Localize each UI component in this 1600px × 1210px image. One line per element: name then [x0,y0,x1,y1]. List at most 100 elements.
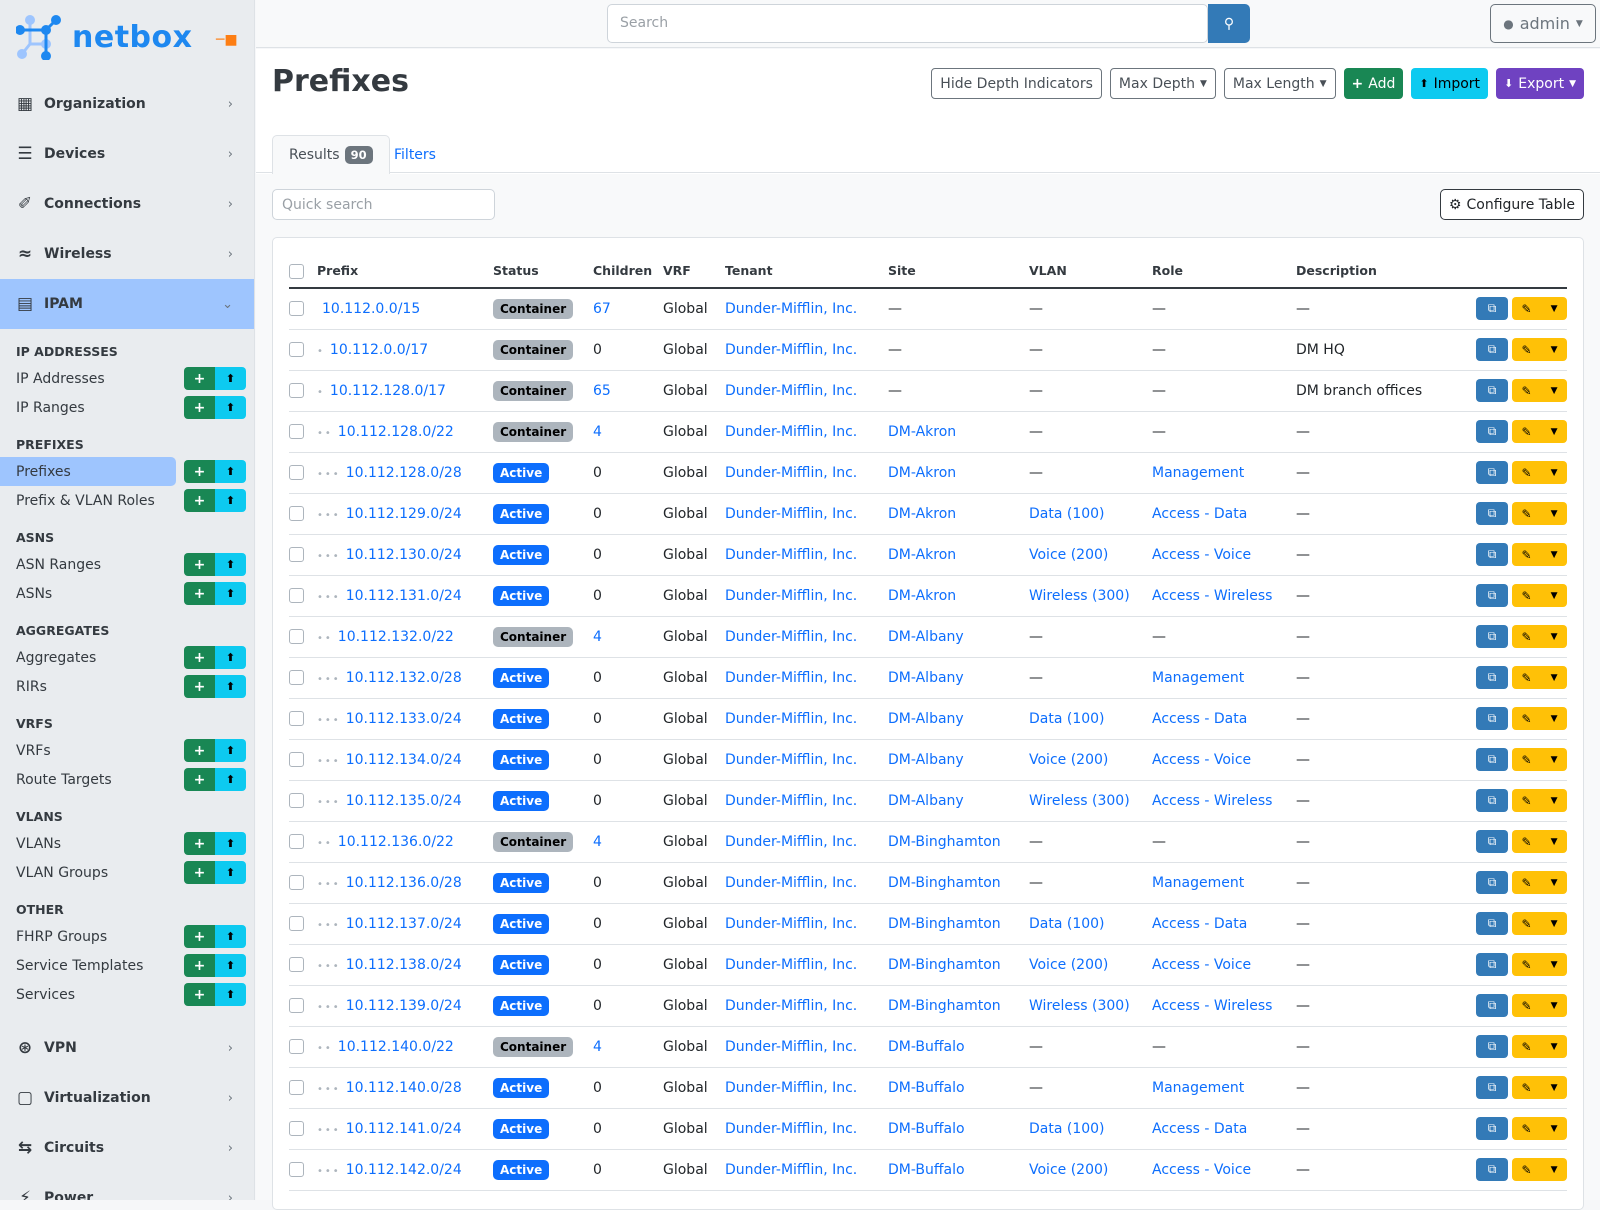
tenant-link[interactable]: Dunder-Mifflin, Inc. [725,915,858,932]
vlan-link[interactable]: Data (100) [1029,710,1105,727]
edit-dropdown-button[interactable]: ✎ ▼ [1512,994,1567,1017]
edit-dropdown-button[interactable]: ✎ ▼ [1512,748,1567,771]
prefix-link[interactable]: 10.112.133.0/24 [345,710,462,727]
tenant-link[interactable]: Dunder-Mifflin, Inc. [725,382,858,399]
vlan-link[interactable]: Data (100) [1029,1120,1105,1137]
column-header-prefix[interactable]: Prefix [317,254,493,289]
prefix-link[interactable]: 10.112.137.0/24 [345,915,462,932]
add-icon-button[interactable]: + [184,582,215,605]
tenant-link[interactable]: Dunder-Mifflin, Inc. [725,505,858,522]
column-header-tenant[interactable]: Tenant [725,254,888,289]
row-checkbox[interactable] [289,998,304,1013]
role-link[interactable]: Management [1152,874,1245,891]
import-icon-button[interactable]: ⬆ [215,832,246,855]
user-menu-button[interactable]: ● admin ▼ [1490,4,1596,43]
sidebar-link-prefix-vlan-roles[interactable]: Prefix & VLAN Roles + ⬆ [0,486,254,515]
sidebar-link-ip-addresses[interactable]: IP Addresses + ⬆ [0,364,254,393]
row-checkbox[interactable] [289,875,304,890]
sidebar-item-wireless[interactable]: ≈ Wireless › [0,229,254,279]
pin-icon[interactable]: ─■ [216,32,238,48]
import-icon-button[interactable]: ⬆ [215,768,246,791]
prefix-link[interactable]: 10.112.136.0/28 [345,874,462,891]
row-checkbox[interactable] [289,1080,304,1095]
max-depth-dropdown[interactable]: Max Depth ▼ [1109,68,1216,99]
row-checkbox[interactable] [289,1121,304,1136]
clone-button[interactable]: ⧉ [1476,584,1508,607]
add-icon-button[interactable]: + [184,460,215,483]
sidebar-link-route-targets[interactable]: Route Targets + ⬆ [0,765,254,794]
prefix-link[interactable]: 10.112.139.0/24 [345,997,462,1014]
tenant-link[interactable]: Dunder-Mifflin, Inc. [725,1079,858,1096]
edit-dropdown-button[interactable]: ✎ ▼ [1512,379,1567,402]
column-header-vlan[interactable]: VLAN [1029,254,1152,289]
column-header-status[interactable]: Status [493,254,593,289]
export-dropdown[interactable]: ⬇ Export ▼ [1496,68,1584,99]
clone-button[interactable]: ⧉ [1476,1076,1508,1099]
prefix-link[interactable]: 10.112.128.0/28 [345,464,462,481]
edit-dropdown-button[interactable]: ✎ ▼ [1512,543,1567,566]
import-icon-button[interactable]: ⬆ [215,675,246,698]
import-icon-button[interactable]: ⬆ [215,582,246,605]
add-icon-button[interactable]: + [184,861,215,884]
add-icon-button[interactable]: + [184,832,215,855]
column-header-description[interactable]: Description [1296,254,1446,289]
sidebar-link-asns[interactable]: ASNs + ⬆ [0,579,254,608]
edit-dropdown-button[interactable]: ✎ ▼ [1512,707,1567,730]
role-link[interactable]: Management [1152,669,1245,686]
children-link[interactable]: 67 [593,300,611,317]
tenant-link[interactable]: Dunder-Mifflin, Inc. [725,874,858,891]
site-link[interactable]: DM-Binghamton [888,874,1001,891]
site-link[interactable]: DM-Buffalo [888,1038,965,1055]
tenant-link[interactable]: Dunder-Mifflin, Inc. [725,751,858,768]
clone-button[interactable]: ⧉ [1476,420,1508,443]
global-search-input[interactable]: Search [607,4,1208,43]
site-link[interactable]: DM-Buffalo [888,1161,965,1178]
row-checkbox[interactable] [289,834,304,849]
edit-dropdown-button[interactable]: ✎ ▼ [1512,584,1567,607]
site-link[interactable]: DM-Buffalo [888,1120,965,1137]
import-icon-button[interactable]: ⬆ [215,861,246,884]
site-link[interactable]: DM-Albany [888,710,964,727]
tab-filters[interactable]: Filters [394,146,436,163]
row-checkbox[interactable] [289,547,304,562]
site-link[interactable]: DM-Akron [888,464,957,481]
edit-dropdown-button[interactable]: ✎ ▼ [1512,297,1567,321]
row-checkbox[interactable] [289,506,304,521]
sidebar-link-asn-ranges[interactable]: ASN Ranges + ⬆ [0,550,254,579]
clone-button[interactable]: ⧉ [1476,338,1508,361]
role-link[interactable]: Access - Voice [1152,546,1252,563]
tenant-link[interactable]: Dunder-Mifflin, Inc. [725,669,858,686]
role-link[interactable]: Management [1152,1079,1245,1096]
edit-dropdown-button[interactable]: ✎ ▼ [1512,871,1567,894]
edit-dropdown-button[interactable]: ✎ ▼ [1512,338,1567,361]
import-icon-button[interactable]: ⬆ [215,983,246,1006]
import-icon-button[interactable]: ⬆ [215,460,246,483]
site-link[interactable]: DM-Albany [888,669,964,686]
import-icon-button[interactable]: ⬆ [215,739,246,762]
sidebar-link-service-templates[interactable]: Service Templates + ⬆ [0,951,254,980]
add-icon-button[interactable]: + [184,983,215,1006]
import-icon-button[interactable]: ⬆ [215,489,246,512]
sidebar-link-rirs[interactable]: RIRs + ⬆ [0,672,254,701]
edit-dropdown-button[interactable]: ✎ ▼ [1512,666,1567,689]
tenant-link[interactable]: Dunder-Mifflin, Inc. [725,546,858,563]
row-checkbox[interactable] [289,793,304,808]
quick-search-input[interactable]: Quick search [272,189,495,220]
import-icon-button[interactable]: ⬆ [215,367,246,390]
clone-button[interactable]: ⧉ [1476,953,1508,976]
role-link[interactable]: Access - Wireless [1152,792,1273,809]
edit-dropdown-button[interactable]: ✎ ▼ [1512,1035,1567,1058]
add-icon-button[interactable]: + [184,646,215,669]
sidebar-link-prefixes[interactable]: Prefixes + ⬆ [0,457,254,486]
edit-dropdown-button[interactable]: ✎ ▼ [1512,1117,1567,1140]
children-link[interactable]: 4 [593,1038,602,1055]
prefix-link[interactable]: 10.112.131.0/24 [345,587,462,604]
edit-dropdown-button[interactable]: ✎ ▼ [1512,1076,1567,1099]
import-button[interactable]: ⬆ Import [1411,68,1489,99]
tenant-link[interactable]: Dunder-Mifflin, Inc. [725,956,858,973]
clone-button[interactable]: ⧉ [1476,1035,1508,1058]
sidebar-item-circuits[interactable]: ⇆ Circuits › [0,1123,254,1173]
tenant-link[interactable]: Dunder-Mifflin, Inc. [725,710,858,727]
clone-button[interactable]: ⧉ [1476,830,1508,853]
role-link[interactable]: Access - Wireless [1152,587,1273,604]
